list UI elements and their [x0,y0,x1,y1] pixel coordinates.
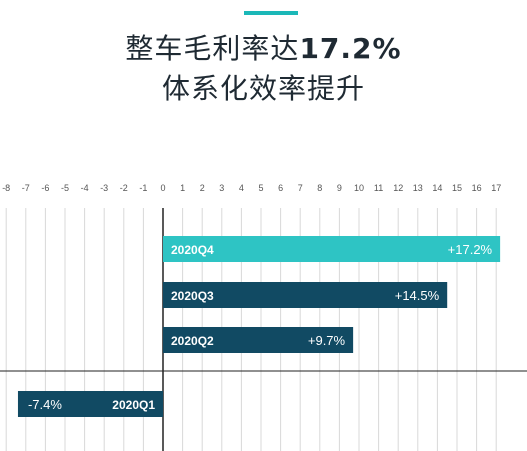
bar-category-label: 2020Q4 [171,243,214,257]
bar-2020q1 [17,391,164,417]
x-tick-label: 9 [337,183,342,193]
x-tick-label: 13 [413,183,423,193]
title-value: 17.2% [299,32,402,65]
x-tick-label: 11 [374,183,383,193]
bar-2020q3 [163,282,448,308]
bar-category-label: 2020Q2 [171,334,214,348]
title-prefix: 整车毛利率达 [125,32,300,65]
x-tick-label: 17 [491,183,501,193]
bar-category-label: 2020Q1 [112,398,155,412]
x-tick-label: 8 [317,183,322,193]
x-tick-label: 6 [278,183,283,193]
x-tick-label: 7 [298,183,303,193]
x-tick-label: -3 [100,183,108,193]
x-tick-label: 4 [239,183,244,193]
x-tick-label: -7 [22,183,30,193]
x-tick-label: 10 [354,183,364,193]
x-tick-label: 5 [258,183,263,193]
bar-value-label: +14.5% [395,288,440,303]
x-tick-label: -6 [41,183,49,193]
x-tick-label: 16 [472,183,482,193]
bar-value-label: +17.2% [448,242,493,257]
header-accent-bar [244,11,298,15]
page-title-line-1: 整车毛利率达17.2% [0,32,527,66]
page-title-line-2: 体系化效率提升 [161,72,365,105]
x-tick-label: -8 [2,183,10,193]
x-tick-label: 3 [219,183,224,193]
bar-2020q4 [163,236,501,262]
x-tick-label: 12 [393,183,403,193]
x-tick-label: 2 [200,183,205,193]
x-tick-label: -4 [81,183,89,193]
x-tick-label: 0 [160,183,165,193]
bar-2020q2 [163,327,354,353]
x-tick-label: 15 [452,183,462,193]
x-tick-label: -5 [61,183,69,193]
bar-value-label: +9.7% [308,333,346,348]
bar-category-label: 2020Q3 [171,289,214,303]
bar-value-label: -7.4% [28,397,62,412]
x-tick-label: 14 [432,183,442,193]
x-tick-label: -1 [139,183,147,193]
x-tick-label: 1 [180,183,185,193]
x-tick-label: -2 [120,183,128,193]
